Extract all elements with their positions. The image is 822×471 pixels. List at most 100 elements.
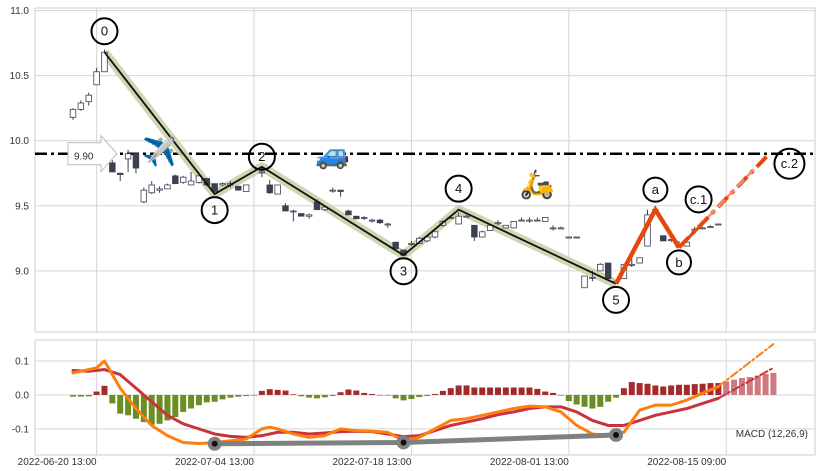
signal-line-projected — [717, 366, 775, 400]
candlestick — [518, 217, 525, 222]
macd-histogram-bar — [306, 394, 313, 398]
macd-histogram-bar — [266, 389, 273, 395]
macd-histogram-bar — [70, 394, 76, 397]
candle-body-up — [148, 184, 155, 194]
candle-body-up — [329, 189, 336, 192]
x-tick-label: 2022-06-20 13:00 — [18, 457, 97, 468]
candle-body-up — [290, 210, 297, 213]
wave-label-circle — [90, 17, 119, 46]
macd-histogram-bar — [613, 394, 620, 398]
wave-label-text: c.1 — [690, 192, 707, 207]
macd-histogram-bar — [345, 389, 352, 395]
macd-panel: 2022-06-20 13:00 2022-07-04 13:00 2022-07-… — [12, 339, 816, 468]
macd-histogram-bar — [620, 388, 627, 395]
price-tag-label: 9.90 — [74, 152, 94, 163]
candlestick — [510, 220, 517, 229]
candlestick — [274, 184, 281, 195]
macd-histogram-bar — [471, 387, 478, 395]
macd-histogram-bar — [125, 394, 132, 416]
candle-body-up — [431, 231, 439, 238]
candle-body-up — [699, 227, 706, 230]
candle-body-up — [707, 226, 714, 229]
impulse-wave-line — [103, 51, 617, 285]
macd-histogram-bar — [447, 388, 454, 395]
macd-histogram-bar — [321, 394, 328, 398]
wave-label-5: 5 — [602, 285, 631, 314]
candlestick — [77, 100, 85, 111]
macd-histogram-bar — [203, 394, 210, 403]
candle-body-up — [360, 217, 368, 219]
macd-histogram-bar — [463, 385, 470, 395]
y-tick-label: -0.1 — [12, 424, 30, 435]
macd-histogram-bar — [494, 387, 501, 395]
candle-body-down — [392, 241, 399, 250]
macd-histogram-bar — [510, 387, 517, 395]
candle-body-down — [172, 175, 179, 185]
candlestick — [376, 218, 384, 224]
macd-histogram-bar-projected — [731, 379, 738, 395]
candle-body-up — [589, 276, 596, 279]
macd-histogram-bar-projected — [746, 376, 753, 395]
macd-histogram-bar — [85, 394, 92, 397]
candle-body-up — [518, 219, 525, 222]
macd-histogram-bar — [432, 393, 439, 395]
macd-histogram-bar — [573, 394, 580, 405]
macd-histogram-bar — [117, 394, 124, 414]
wave-label-circle — [247, 142, 276, 171]
wave-label-circle — [773, 147, 806, 180]
macd-histogram-bar — [172, 394, 179, 418]
candlestick — [156, 186, 163, 193]
candle-body-up — [463, 215, 470, 218]
macd-histogram-bar — [384, 394, 391, 396]
candlestick — [557, 226, 565, 230]
macd-histogram-bar — [243, 394, 250, 396]
wave-label-circle — [389, 257, 418, 286]
macd-histogram-bar-projected — [754, 375, 761, 395]
candle-body-up — [581, 275, 588, 289]
macd-histogram-bar — [550, 392, 557, 395]
candle-body-up — [242, 184, 250, 192]
candlestick — [628, 259, 635, 267]
candlestick — [195, 175, 203, 184]
candlestick — [211, 183, 218, 193]
candlestick — [242, 184, 250, 192]
macd-histogram-bar — [644, 383, 651, 395]
candlestick — [360, 216, 368, 221]
candlestick — [542, 217, 549, 222]
x-tick-label: 2022-07-18 13:00 — [332, 457, 411, 468]
macd-histogram-bar — [195, 394, 202, 406]
macd-histogram-bar — [424, 394, 431, 396]
candle-body-down — [376, 219, 384, 224]
macd-label: MACD (12,26,9) — [736, 429, 808, 440]
macd-histogram-bar — [77, 394, 84, 397]
candlestick — [384, 222, 391, 228]
macd-histogram-bar — [581, 394, 588, 407]
macd-histogram-bar — [557, 394, 564, 396]
candlestick — [298, 213, 305, 217]
macd-histogram-bar — [652, 385, 659, 395]
y-tick-label: 0.0 — [15, 390, 29, 401]
candle-body-up — [573, 236, 580, 239]
candlestick — [337, 189, 344, 197]
candle-body-down — [353, 215, 360, 220]
candle-body-up — [715, 223, 722, 226]
candle-body-up — [534, 219, 541, 222]
candlestick — [258, 166, 266, 178]
candlestick — [266, 179, 273, 195]
candlestick — [368, 218, 376, 223]
candlestick — [392, 241, 399, 250]
macd-line-projected — [717, 343, 775, 388]
macd-histogram-bar — [683, 384, 690, 395]
candlestick — [604, 262, 612, 280]
candle-body-up — [85, 94, 92, 103]
divergence-point-center — [400, 439, 407, 446]
macd-histogram-bar — [542, 391, 549, 395]
wave-label-circle — [642, 176, 669, 203]
macd-histogram-bar — [518, 387, 525, 395]
candle-body-up — [408, 243, 415, 245]
candlestick — [329, 187, 336, 193]
candle-body-down — [298, 213, 305, 217]
candlestick — [93, 67, 100, 86]
candlestick — [494, 220, 502, 226]
y-tick-label: 0.1 — [15, 357, 29, 368]
